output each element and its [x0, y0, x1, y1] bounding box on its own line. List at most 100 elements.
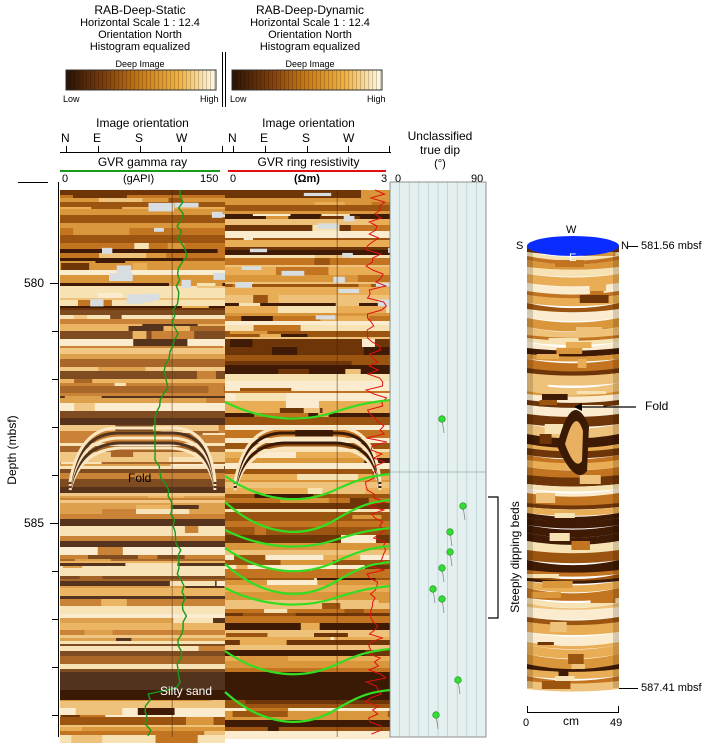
cylinder-patch [549, 533, 570, 541]
image-gap [338, 288, 360, 294]
image-patch [264, 609, 288, 613]
image-band [60, 599, 225, 606]
track2-dir-n: N [228, 131, 237, 145]
image-patch [202, 433, 235, 435]
cylinder-patch [575, 327, 603, 335]
image-band [225, 720, 390, 727]
image-band [60, 606, 225, 614]
cylinder-band [527, 309, 619, 322]
image-band [225, 216, 390, 219]
image-patch [73, 315, 88, 319]
cylinder-band [527, 507, 619, 516]
image-band [60, 500, 225, 503]
static-histogram: Histogram equalized [89, 41, 191, 53]
image-band [60, 383, 225, 386]
image-band [60, 630, 225, 635]
image-band [225, 231, 390, 238]
image-patch [303, 408, 320, 413]
image-patch [98, 293, 123, 298]
depth-tick-mark [52, 331, 58, 332]
image-patch [298, 708, 326, 711]
image-band [60, 398, 225, 403]
image-band [60, 411, 225, 418]
image-patch [358, 284, 371, 287]
cylinder-patch [554, 513, 575, 518]
image-band [225, 650, 390, 656]
track1-orientation-title: Image orientation [96, 116, 189, 130]
image-patch [317, 637, 331, 640]
image-patch [196, 371, 216, 379]
image-band [60, 498, 225, 500]
cylinder-band [527, 484, 619, 492]
image-band [225, 697, 390, 704]
image-gap [343, 215, 355, 222]
image-band [225, 630, 390, 633]
image-gap [303, 192, 332, 197]
image-band [225, 717, 390, 720]
fold-arrow [574, 403, 636, 411]
track1-tick [222, 146, 223, 152]
image-patch [181, 306, 209, 308]
image-gap [333, 276, 345, 283]
fold-label: Fold [128, 471, 152, 485]
image-patch [204, 731, 226, 735]
image-band [225, 515, 390, 519]
image-band [60, 596, 225, 599]
image-band [60, 209, 225, 215]
image-patch [351, 361, 404, 365]
depth-tick-mark [52, 715, 58, 716]
cylinder-band [527, 645, 619, 659]
dip-sinusoid [224, 398, 391, 420]
image-patch [74, 403, 95, 411]
dynamic-title: RAB-Deep-Dynamic [255, 3, 365, 17]
image-band [60, 466, 225, 469]
image-patch [235, 393, 287, 401]
fold-band [68, 426, 217, 483]
image-patch [322, 603, 341, 609]
image-band [60, 541, 225, 547]
image-gap [101, 247, 113, 254]
depth-tick-580: 580 [24, 276, 45, 290]
image-patch [345, 369, 361, 374]
core-cylinder [527, 236, 619, 692]
image-band [225, 313, 390, 316]
image-patch [344, 609, 364, 613]
image-patch [323, 555, 361, 560]
track1-tick [140, 146, 141, 152]
dynamic-color-bar [231, 69, 383, 91]
image-band [225, 361, 390, 365]
image-gap [153, 227, 164, 232]
cyl-scale-unit: cm [563, 714, 579, 728]
image-band [60, 315, 225, 319]
depth-tick-mark [50, 523, 58, 524]
image-band [60, 664, 225, 669]
image-patch [157, 555, 185, 559]
image-band [225, 592, 390, 600]
cylinder-band [527, 368, 619, 377]
image-patch [338, 731, 360, 739]
cylinder-band [527, 617, 619, 626]
dip-sinusoid [224, 472, 391, 501]
cyl-scale-min: 0 [523, 717, 530, 729]
cylinder-band [527, 581, 619, 593]
track2-tick [348, 146, 349, 152]
silty-sand-band [60, 672, 225, 700]
image-patch [72, 195, 127, 198]
image-gap [281, 270, 305, 276]
image-band [60, 586, 225, 588]
image-band [225, 282, 390, 284]
image-patch [116, 638, 132, 641]
image-band [60, 651, 225, 656]
image-band [60, 207, 225, 209]
image-patch [91, 207, 123, 209]
image-band [60, 469, 225, 473]
dip-sinusoid [224, 526, 391, 548]
fold-band [68, 436, 217, 487]
image-patch [184, 526, 199, 533]
image-band [60, 656, 225, 664]
image-band [225, 303, 390, 306]
image-patch [182, 431, 219, 433]
cylinder-patch [542, 581, 573, 588]
track3-title-2: true dip [419, 143, 461, 157]
image-band [225, 339, 390, 347]
